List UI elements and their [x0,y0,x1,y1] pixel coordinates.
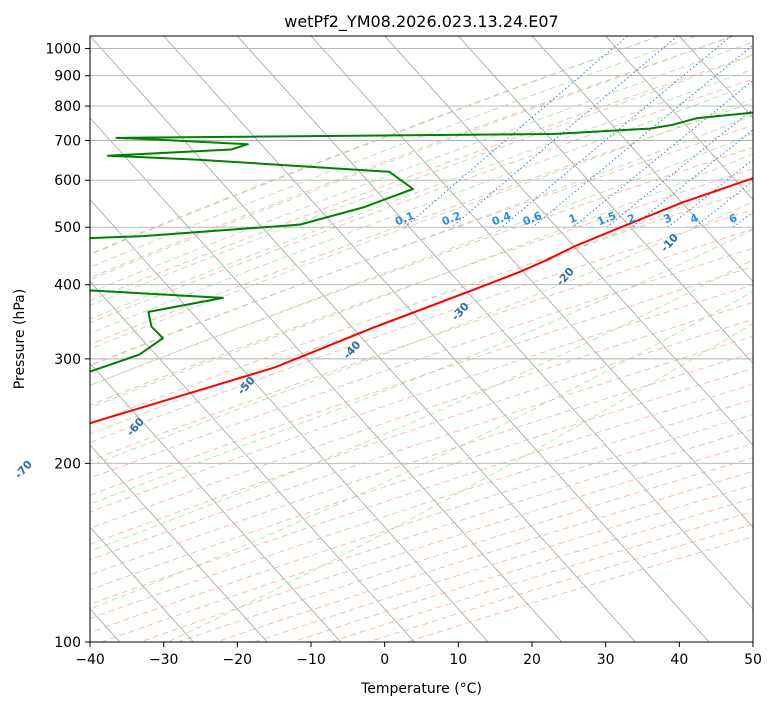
isotherm-line [90,362,342,642]
mixing-ratio-line [694,180,753,228]
x-tick-label: 20 [523,652,541,668]
y-tick-label: 400 [54,278,81,294]
y-tick-label: 500 [54,220,81,236]
moist-adiabat-line [90,68,753,320]
y-tick-label: 900 [54,69,81,85]
isotherm-line [90,444,268,642]
tick-layer: −40 −30 −20 −10 0 10 20 30 40 50 100 200 300 400 500 60… [45,42,762,668]
isotherm-line [90,117,563,642]
mixing-ratio-label: 3 [662,211,674,226]
dry-adiabat-line [90,147,753,386]
moist-adiabat-line [90,54,753,306]
moist-adiabat-line [90,41,753,293]
isotherm-line [90,526,194,642]
moist-adiabat-line [90,153,753,409]
chart-title: wetPf2_YM08.2026.023.13.24.E07 [284,12,558,32]
y-tick-label: 200 [54,456,81,472]
dry-adiabat-line [90,189,753,425]
x-tick-label: −20 [223,652,253,668]
dewpoint-profile-line [90,111,753,373]
dry-adiabat-line [90,168,753,406]
y-axis-label: Pressure (hPa) [12,289,28,389]
x-axis-label: Temperature (°C) [360,681,482,697]
dry-adiabat-line [90,284,753,513]
mixing-ratio-line [501,36,732,228]
y-tick-label: 1000 [45,42,81,58]
mixing-ratio-line [532,44,753,228]
x-tick-label: 30 [597,652,615,668]
isotherm-line [457,36,753,365]
x-tick-label: −40 [75,652,105,668]
temperature-profile-line [90,177,753,425]
x-tick-label: −10 [296,652,326,668]
x-tick-label: 40 [670,652,688,668]
mixing-ratio-line [451,36,678,228]
isotherm-line [90,280,415,642]
profile-layer [90,111,753,425]
grid-layer [90,36,753,642]
mixing-ratio-line [572,79,753,228]
mixing-ratio-label: 1 [567,211,579,226]
mixing-ratio-line [404,36,628,228]
moist-adiabat-line [90,176,753,435]
moist-adiabat-line [90,115,753,367]
plot-frame [89,35,754,643]
dry-adiabat-line [90,36,735,279]
mixing-ratio-label: 2 [625,211,637,226]
y-tick-label: 600 [54,173,81,189]
dry-adiabat-line [90,228,753,462]
dry-adiabat-line [90,319,753,545]
moist-adiabat-line [90,36,696,268]
moist-adiabat-line [90,36,733,281]
moist-adiabat-line [90,36,659,256]
x-tick-label: 0 [380,652,389,668]
dry-adiabat-line [90,54,753,302]
y-tick-label: 800 [54,99,81,115]
isotherm-line [531,36,753,283]
moist-adiabat-line [90,259,753,552]
isotherm-line [384,36,753,446]
moist-adiabat-line [90,83,753,334]
y-tick-label: 700 [54,133,81,149]
x-tick-label: 50 [744,652,762,668]
x-tick-label: −30 [149,652,179,668]
plot-background [90,36,753,642]
y-tick-label: 100 [54,635,81,651]
dry-adiabat-line [90,368,753,591]
x-tick-label: 10 [449,652,467,668]
moist-adiabat-line [90,229,753,505]
dry-adiabat-line [90,383,753,605]
dry-adiabat-line [90,335,753,561]
y-tick-label: 300 [54,352,81,368]
